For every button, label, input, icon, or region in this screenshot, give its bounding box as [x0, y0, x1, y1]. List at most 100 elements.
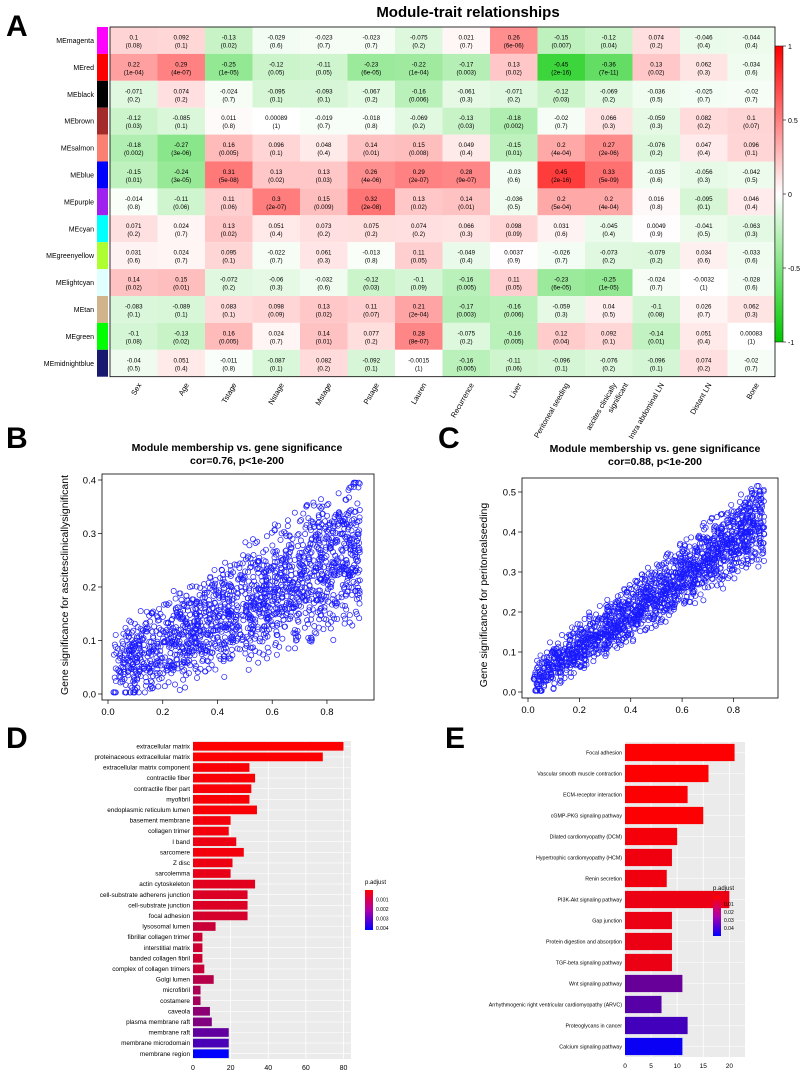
bar-category-label: endoplasmic reticulum lumen	[107, 807, 190, 814]
scatter-point	[317, 553, 324, 560]
bar	[193, 869, 231, 878]
heatmap-cell-value: 0.27	[603, 142, 616, 149]
heatmap-cell-value: 0.024	[174, 223, 190, 230]
scatter-point	[255, 569, 262, 576]
scatter-point	[621, 635, 628, 642]
heatmap-cell-pvalue: (0.007)	[551, 42, 571, 49]
scatter-point	[257, 594, 264, 601]
scatter-point	[193, 606, 200, 613]
scatter-point	[205, 601, 212, 608]
legend-tick-label: 0.004	[376, 926, 389, 932]
scatter-point	[338, 554, 345, 561]
scatter-point	[130, 664, 137, 671]
heatmap-cell	[490, 296, 538, 323]
scatter-point	[305, 634, 312, 641]
bar	[193, 900, 248, 910]
heatmap-cell-value: -0.13	[174, 330, 189, 337]
heatmap-cell-pvalue: (0.1)	[697, 204, 710, 211]
scatter-point	[166, 600, 173, 607]
scatter-b-title: Module membership vs. gene significance	[132, 442, 343, 454]
scatter-point	[154, 643, 161, 650]
scatter-point	[311, 572, 318, 579]
legend-title: p.adjust	[365, 880, 386, 886]
scatter-point	[744, 495, 751, 502]
scatter-point	[683, 594, 690, 600]
scatter-point	[566, 655, 573, 662]
heatmap-cell-pvalue: (4e-04)	[599, 204, 619, 211]
heatmap-col-label: Nstage	[266, 381, 286, 406]
scatter-point	[672, 558, 679, 565]
heatmap-cell-pvalue: (0.2)	[412, 231, 425, 238]
heatmap-cell	[300, 242, 348, 270]
scatter-point	[299, 570, 305, 577]
heatmap-cell-pvalue: (0.1)	[317, 96, 330, 103]
scatter-point	[250, 622, 257, 629]
scatter-point	[165, 679, 172, 686]
scatter-point	[121, 666, 128, 673]
scatter-point	[258, 613, 264, 620]
heatmap-cell-value: -0.024	[647, 277, 665, 284]
heatmap-cell	[205, 107, 253, 135]
scatter-point	[243, 642, 250, 649]
scatter-point	[271, 569, 278, 576]
scatter-point	[184, 625, 191, 632]
scatter-point	[179, 616, 186, 622]
x-tick-label: 0.6	[266, 707, 279, 718]
heatmap-cell-pvalue: (0.03)	[458, 123, 474, 130]
bar-category-label: Calcium signaling pathway	[559, 1044, 622, 1050]
scatter-point	[251, 582, 258, 589]
heatmap-cell-value: -0.024	[220, 88, 238, 95]
scatter-point	[275, 522, 282, 529]
scatter-point	[239, 579, 245, 586]
heatmap-cell-value: 0.096	[269, 142, 285, 149]
scatter-point	[683, 571, 690, 578]
scatter-point	[692, 561, 699, 568]
scatter-point	[707, 541, 713, 548]
scatter-point	[686, 598, 693, 605]
heatmap-cell	[252, 188, 300, 216]
scatter-point	[589, 619, 596, 626]
scatter-point	[243, 602, 250, 609]
scatter-c-subtitle: cor=0.88, p<1e-200	[608, 456, 702, 468]
scatter-point	[717, 565, 724, 572]
scatter-point	[574, 620, 581, 627]
scatter-point	[719, 571, 726, 578]
scatter-point	[682, 597, 689, 604]
heatmap-cell-pvalue: (0.009)	[314, 204, 334, 211]
scatter-point	[230, 618, 237, 625]
scatter-point	[552, 659, 559, 666]
scatter-point	[617, 592, 624, 598]
scatter-point	[316, 503, 323, 510]
scatter-point	[663, 577, 670, 584]
scatter-point	[191, 633, 198, 640]
scatter-point	[245, 578, 252, 585]
heatmap-cell	[537, 322, 585, 350]
heatmap-cell-value: -0.049	[457, 250, 475, 257]
scatter-point	[229, 597, 235, 604]
scatter-point	[130, 689, 137, 696]
heatmap-cell-pvalue: (0.8)	[365, 258, 378, 265]
heatmap-cell	[442, 80, 490, 108]
heatmap-cell	[632, 349, 680, 377]
scatter-point	[557, 677, 563, 684]
heatmap-cell-value: -0.069	[410, 115, 428, 122]
scatter-point	[326, 610, 333, 617]
scatter-point	[605, 614, 612, 621]
scatter-point	[247, 564, 254, 571]
scatter-point	[616, 613, 623, 620]
heatmap-cell-pvalue: (0.7)	[175, 258, 188, 265]
scatter-point	[256, 649, 263, 656]
bar	[625, 827, 678, 846]
heatmap-cell	[537, 27, 585, 54]
heatmap-cell-pvalue: (0.005)	[456, 285, 476, 292]
scatter-point	[329, 612, 336, 619]
scatter-point	[583, 657, 590, 664]
scatter-point	[551, 649, 558, 656]
heatmap-cell-value: -0.02	[744, 88, 759, 95]
heatmap-cell	[157, 107, 205, 135]
heatmap-cell	[347, 134, 395, 162]
scatter-point	[729, 513, 736, 520]
scatter-point	[299, 542, 306, 548]
scatter-point	[346, 484, 353, 491]
bar-category-label: Golgi lumen	[156, 977, 191, 984]
